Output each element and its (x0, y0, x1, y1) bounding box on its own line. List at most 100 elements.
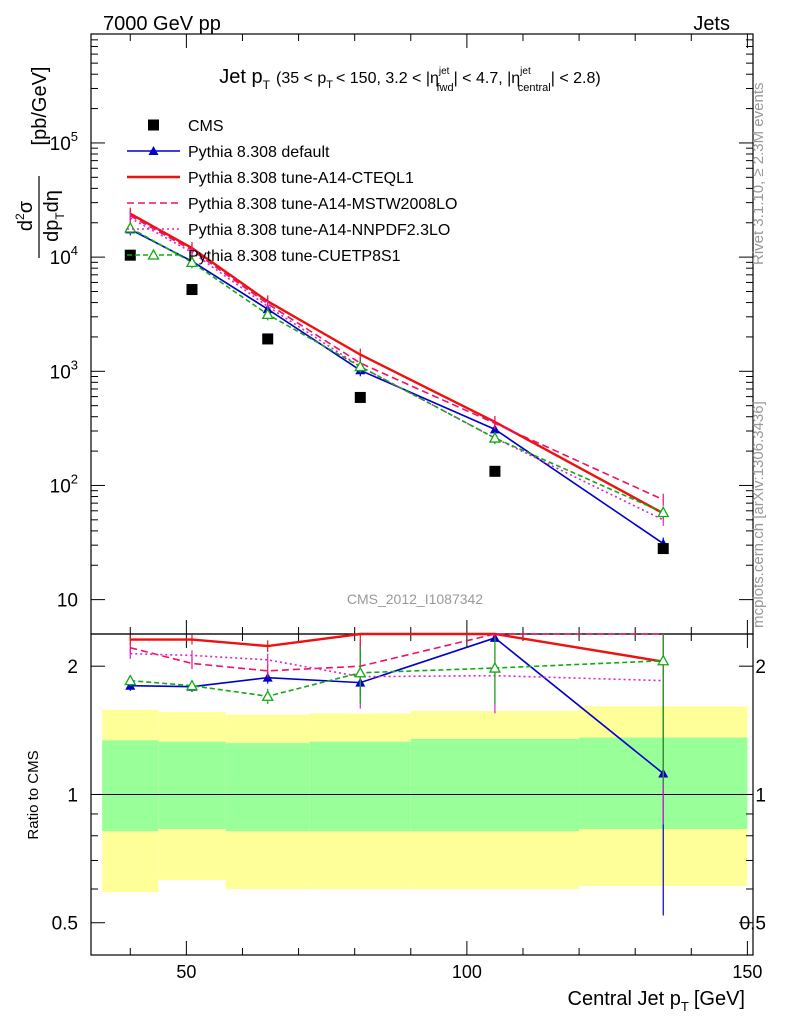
band-inner-4 (410, 738, 580, 832)
title-cut-sup3: jet (519, 66, 531, 77)
x-tick-label-0: 50 (176, 962, 196, 982)
legend-cms-label: CMS (188, 118, 224, 135)
band-inner-0 (102, 740, 159, 832)
y-tick-label-2: 103 (50, 357, 78, 383)
x-tick-label-1: 100 (452, 962, 482, 982)
ylabel-den-dp: dp (41, 220, 63, 242)
ratio-tick-label-left-1: 1 (67, 785, 78, 806)
legend-marker-0 (148, 146, 159, 155)
legend: CMS Pythia 8.308 default Pythia 8.308 tune… (127, 118, 457, 265)
marker-4-2 (261, 308, 274, 320)
marker-4-5 (657, 506, 670, 518)
marker-4-1 (185, 256, 199, 267)
title-cut-close: | < 2.8) (551, 70, 601, 87)
legend-label-3: Pythia 8.308 tune-A14-NNPDF2.3LO (188, 222, 450, 239)
legend-label-4: Pythia 8.308 tune-CUETP8S1 (188, 248, 401, 265)
lower-axes-frame (90, 633, 754, 956)
title-main: Jet p (219, 66, 262, 88)
ratio-tick-label-right-0: 0.5 (740, 914, 766, 935)
title-cut-sub1: T (326, 79, 333, 91)
cms-point-4 (489, 465, 501, 477)
ylabel-num-rest: σ (15, 200, 37, 213)
cms-point-1 (186, 284, 198, 296)
y-tick-base-0: 10 (57, 591, 78, 612)
legend-label-0: Pythia 8.308 default (188, 144, 330, 161)
y-tick-base-4: 10 (50, 134, 71, 155)
watermark: CMS_2012_I1087342 (347, 591, 483, 607)
ratio-tick-label-left-2: 2 (67, 657, 78, 678)
ratio-marker-4-4 (488, 661, 502, 673)
ylabel-unit: [pb/GeV] (29, 67, 51, 146)
side-label-lower: mcplots.cern.ch [arXiv:1306.3436] (750, 401, 767, 628)
data-layer (124, 207, 670, 916)
xlabel-sub: T (681, 999, 689, 1014)
title-cut-sub2: fwd (436, 82, 453, 94)
ratio-marker-4-2 (261, 689, 274, 701)
legend-marker-4 (147, 248, 160, 260)
x-axis-label: Central Jet pT [GeV] (568, 988, 745, 1014)
y-axis-label: d2σ dpTdη [pb/GeV] (13, 67, 67, 258)
legend-label-2: Pythia 8.308 tune-A14-MSTW2008LO (188, 196, 457, 213)
ratio-line-0 (130, 637, 664, 775)
ratio-marker-4-1 (185, 679, 199, 691)
legend-label-1: Pythia 8.308 tune-A14-CTEQL1 (188, 170, 414, 187)
title-cut-open: (35 < p (276, 70, 326, 87)
band-layer (102, 706, 748, 893)
x-tick-label-2: 150 (732, 962, 762, 982)
y-tick-exp-3: 4 (71, 243, 78, 258)
ylabel-den-sub: T (53, 212, 67, 220)
series-2 (129, 209, 664, 706)
ylabel-num-d: d (15, 220, 37, 231)
plot-title: Jet pT (35 < pT < 150, 3.2 < |ηjet fwd| < 4… (219, 66, 600, 94)
y-tick-exp-4: 5 (71, 129, 78, 144)
ratio-line-3 (130, 652, 664, 682)
xlabel-unit: [GeV] (694, 988, 745, 1010)
ratio-tick-label-right-1: 1 (755, 785, 766, 806)
series-4 (124, 221, 670, 784)
ratio-line-4 (130, 659, 664, 698)
ylabel-denominator: dpTdη (41, 190, 67, 242)
cms-point-5 (657, 543, 669, 555)
title-cut-sub3: central (518, 82, 551, 94)
y-tick-label-0: 10 (57, 591, 78, 612)
ratio-marker-4-3 (354, 666, 367, 678)
y-tick-base-2: 10 (50, 362, 71, 383)
header-left: 7000 GeV pp (103, 13, 221, 35)
marker-4-4 (488, 431, 502, 443)
ratio-marker-4-0 (124, 674, 137, 686)
title-main-sub: T (263, 78, 271, 92)
y-tick-label-1: 102 (50, 471, 78, 497)
ratio-line-1 (130, 632, 664, 663)
y-tick-base-3: 10 (50, 248, 71, 269)
side-label-upper: Rivet 3.1.10, ≥ 2.3M events (750, 83, 767, 266)
legend-cms-marker (148, 119, 159, 131)
y-tick-label-4: 105 (50, 129, 78, 155)
series-line-4 (129, 227, 664, 514)
title-cut-mid: < 150, 3.2 < |η (336, 70, 439, 87)
ylabel-num-sup: 2 (13, 213, 27, 220)
band-inner-3 (309, 741, 411, 832)
band-inner-1 (158, 741, 226, 829)
marker-4-0 (124, 221, 137, 233)
marker-4-3 (354, 360, 367, 372)
series-1 (129, 207, 664, 786)
ylabel-den-rest: dη (41, 190, 63, 212)
ratio-marker-4-5 (657, 654, 670, 666)
series-line-1 (129, 212, 664, 515)
y-tick-exp-2: 3 (71, 357, 78, 372)
ratio-tick-label-right-2: 2 (755, 657, 766, 678)
title-cut-sup2: jet (438, 66, 450, 77)
y-tick-base-1: 10 (50, 476, 71, 497)
ratio-line-2 (130, 633, 664, 672)
ratio-axis-label: Ratio to CMS (25, 750, 42, 839)
title-cut-mid2: | < 4.7, |η (454, 70, 521, 87)
ylabel-numerator: d2σ (13, 200, 37, 231)
header-right: Jets (693, 13, 730, 35)
ratio-tick-label-left-0: 0.5 (52, 914, 78, 935)
band-inner-2 (225, 743, 310, 832)
xlabel-main: Central Jet p (568, 988, 681, 1010)
y-tick-exp-1: 2 (71, 471, 78, 486)
series-cms (124, 249, 669, 555)
series-line-2 (129, 215, 664, 501)
